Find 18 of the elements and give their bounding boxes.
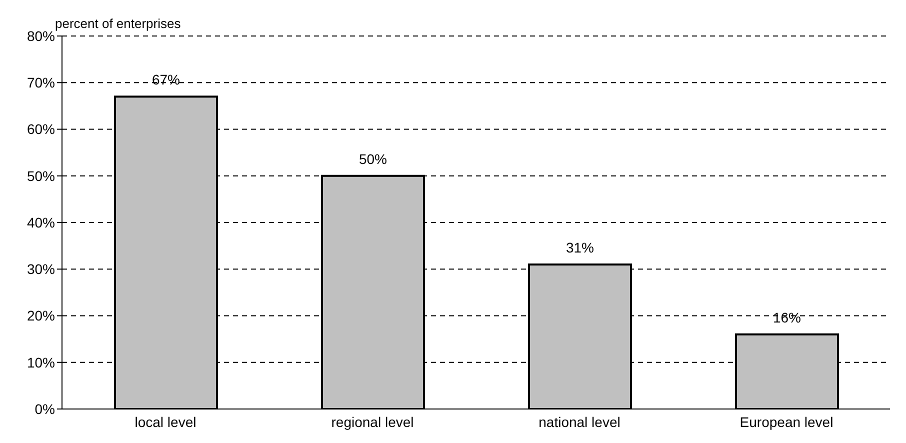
y-tick-label: 60%: [26, 121, 55, 138]
y-tick-label: 40%: [26, 214, 55, 230]
y-axis-title: percent of enterprises: [55, 16, 181, 31]
y-tick-label: 50%: [26, 168, 55, 184]
x-tick-label: local level: [134, 414, 196, 430]
y-tick-label: 80%: [26, 28, 55, 44]
y-tick-label: 70%: [26, 74, 55, 91]
x-tick-label: European level: [740, 414, 834, 430]
data-label: 67%: [152, 72, 180, 88]
x-tick-label: national level: [538, 414, 620, 430]
x-tick-label: regional level: [331, 414, 414, 430]
y-tick-label: 20%: [26, 308, 55, 324]
y-tick-label: 10%: [26, 354, 55, 370]
y-tick-label: 30%: [26, 261, 55, 278]
y-tick-label: 0%: [34, 400, 55, 417]
data-label: 50%: [358, 150, 388, 167]
data-label: 16%: [772, 309, 802, 326]
data-label: 31%: [566, 239, 594, 256]
